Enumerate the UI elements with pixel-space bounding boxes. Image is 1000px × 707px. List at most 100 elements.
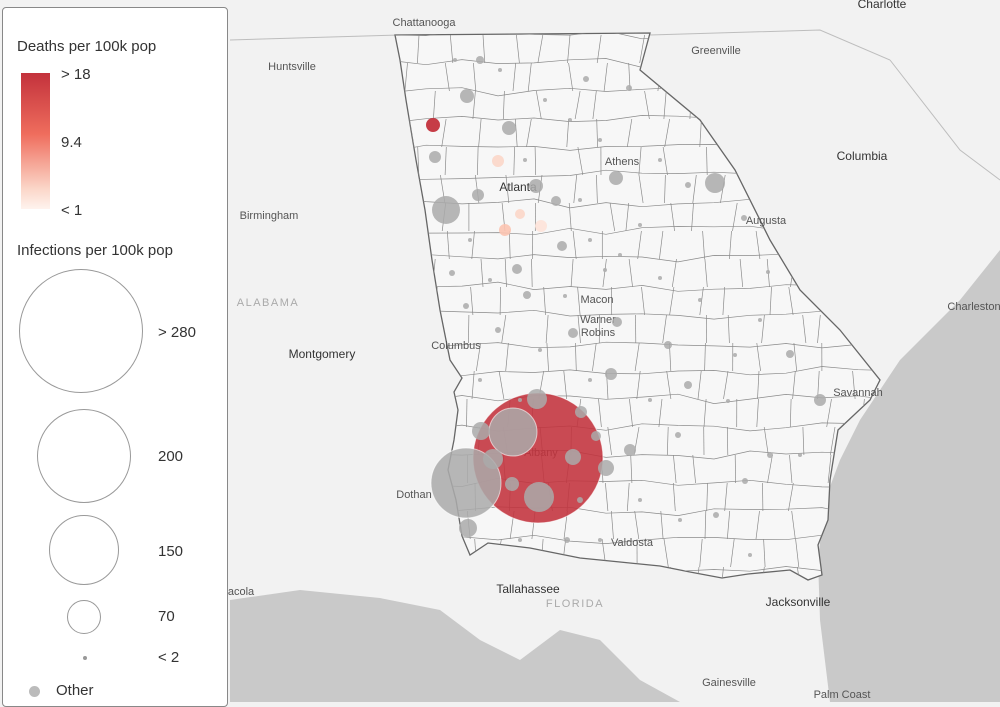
county-bubble[interactable] xyxy=(492,155,504,167)
county-bubble[interactable] xyxy=(685,182,691,188)
city-label-macon: Macon xyxy=(580,294,613,306)
county-bubble[interactable] xyxy=(557,241,567,251)
county-bubble[interactable] xyxy=(512,264,522,274)
state-label-florida: FLORIDA xyxy=(546,598,604,610)
county-bubble[interactable] xyxy=(538,348,542,352)
county-bubble[interactable] xyxy=(766,270,770,274)
county-bubble[interactable] xyxy=(575,406,587,418)
city-label-jacksonville: Jacksonville xyxy=(766,595,831,609)
county-bubble[interactable] xyxy=(498,68,502,72)
county-bubble[interactable] xyxy=(713,512,719,518)
county-bubble[interactable] xyxy=(758,318,762,322)
county-bubble[interactable] xyxy=(748,553,752,557)
county-bubble[interactable] xyxy=(568,118,572,122)
county-bubble[interactable] xyxy=(675,432,681,438)
city-label-tallahassee: Tallahassee xyxy=(496,582,560,596)
county-bubble[interactable] xyxy=(591,431,601,441)
county-bubble[interactable] xyxy=(527,389,547,409)
county-bubble[interactable] xyxy=(814,394,826,406)
county-bubble[interactable] xyxy=(588,238,592,242)
city-label-chattanooga: Chattanooga xyxy=(393,17,457,29)
size-ring-150 xyxy=(49,515,119,585)
city-label-dothan: Dothan xyxy=(396,489,431,501)
deaths-legend-title: Deaths per 100k pop xyxy=(17,38,156,55)
county-bubble[interactable] xyxy=(564,537,570,543)
county-bubble[interactable] xyxy=(483,449,503,469)
county-bubble[interactable] xyxy=(518,398,522,402)
county-bubble[interactable] xyxy=(658,158,662,162)
county-bubble[interactable] xyxy=(698,298,702,302)
county-bubble[interactable] xyxy=(741,215,747,221)
county-bubble[interactable] xyxy=(684,381,692,389)
county-bubble[interactable] xyxy=(453,58,457,62)
county-bubble[interactable] xyxy=(551,196,561,206)
county-bubble[interactable] xyxy=(618,253,622,257)
county-bubble[interactable] xyxy=(798,453,802,457)
county-bubble[interactable] xyxy=(563,294,567,298)
county-bubble[interactable] xyxy=(472,422,490,440)
county-bubble[interactable] xyxy=(767,452,773,458)
county-bubble[interactable] xyxy=(638,498,642,502)
city-label-charlotte: Charlotte xyxy=(858,0,907,11)
county-bubble[interactable] xyxy=(705,173,725,193)
county-bubble[interactable] xyxy=(463,303,469,309)
county-bubble[interactable] xyxy=(529,179,543,193)
county-bubble[interactable] xyxy=(664,341,672,349)
county-bubble[interactable] xyxy=(495,327,501,333)
county-bubble[interactable] xyxy=(598,460,614,476)
county-bubble[interactable] xyxy=(577,497,583,503)
county-bubble[interactable] xyxy=(429,151,441,163)
county-bubble[interactable] xyxy=(459,519,477,537)
ramp-label-low: < 1 xyxy=(61,202,82,219)
county-bubble[interactable] xyxy=(476,56,484,64)
county-bubble[interactable] xyxy=(472,189,484,201)
county-bubble[interactable] xyxy=(565,449,581,465)
county-bubble[interactable] xyxy=(488,278,492,282)
county-bubble[interactable] xyxy=(515,209,525,219)
county-bubble[interactable] xyxy=(598,538,602,542)
county-bubble[interactable] xyxy=(468,238,472,242)
county-bubble[interactable] xyxy=(489,408,537,456)
county-bubble[interactable] xyxy=(505,477,519,491)
county-bubble[interactable] xyxy=(603,268,607,272)
city-label-montgomery: Montgomery xyxy=(289,347,356,361)
county-bubble[interactable] xyxy=(583,76,589,82)
city-label-birmingham: Birmingham xyxy=(240,210,299,222)
county-bubble[interactable] xyxy=(598,138,602,142)
county-bubble[interactable] xyxy=(588,378,592,382)
county-bubble[interactable] xyxy=(523,291,531,299)
county-bubble[interactable] xyxy=(518,538,522,542)
county-bubble[interactable] xyxy=(502,121,516,135)
county-bubble[interactable] xyxy=(658,276,662,280)
county-bubble[interactable] xyxy=(609,171,623,185)
county-bubble[interactable] xyxy=(612,317,622,327)
county-bubble[interactable] xyxy=(543,98,547,102)
county-bubble[interactable] xyxy=(786,350,794,358)
county-bubble[interactable] xyxy=(626,85,632,91)
county-bubble[interactable] xyxy=(535,220,547,232)
county-bubble[interactable] xyxy=(742,478,748,484)
county-bubble[interactable] xyxy=(578,198,582,202)
county-bubble[interactable] xyxy=(638,223,642,227)
county-bubble[interactable] xyxy=(733,353,737,357)
county-bubble[interactable] xyxy=(523,158,527,162)
city-label-warner: Warner xyxy=(580,314,616,326)
county-bubble[interactable] xyxy=(678,518,682,522)
deaths-color-ramp xyxy=(21,73,50,209)
county-bubble[interactable] xyxy=(432,196,460,224)
county-bubble[interactable] xyxy=(524,482,554,512)
county-bubble[interactable] xyxy=(478,378,482,382)
county-bubble[interactable] xyxy=(568,328,578,338)
county-bubble[interactable] xyxy=(449,270,455,276)
county-bubble[interactable] xyxy=(605,368,617,380)
county-bubble[interactable] xyxy=(648,398,652,402)
county-bubble[interactable] xyxy=(499,224,511,236)
county-bubble[interactable] xyxy=(426,118,440,132)
county-bubble[interactable] xyxy=(460,89,474,103)
county-bubble[interactable] xyxy=(726,399,730,403)
city-label-palm-coast: Palm Coast xyxy=(814,689,871,701)
county-bubble[interactable] xyxy=(624,444,636,456)
ramp-label-high: > 18 xyxy=(61,66,91,83)
atlantic-ocean xyxy=(818,250,1000,702)
other-swatch xyxy=(29,686,40,697)
